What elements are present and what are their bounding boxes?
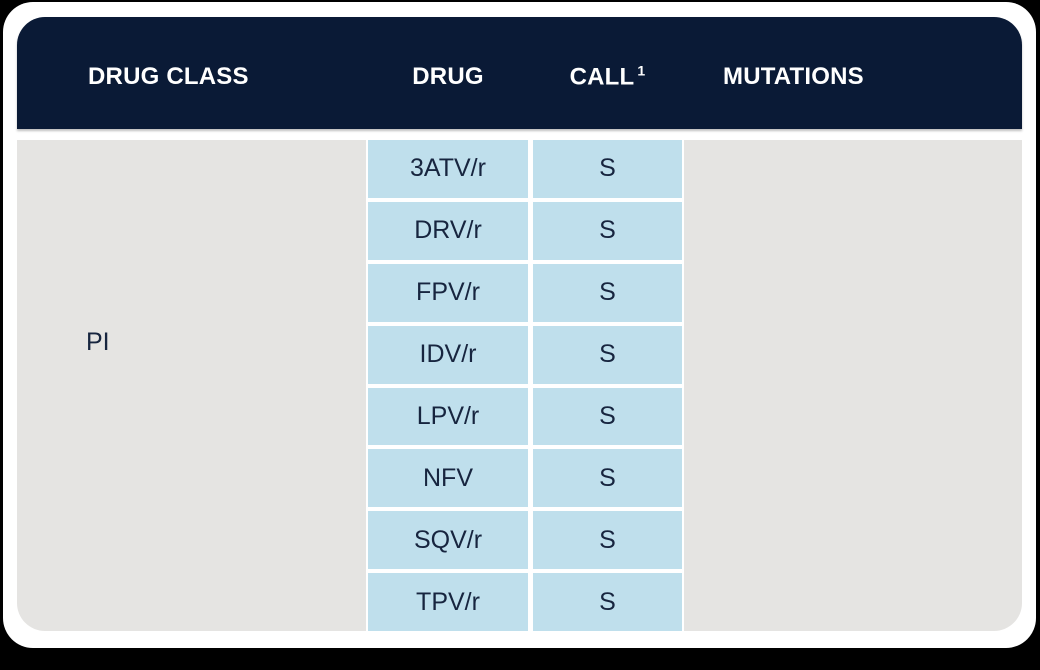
column-header-drug-class: DRUG CLASS [88,63,249,90]
call-cell: S [533,325,682,384]
column-header-mutations: MUTATIONS [723,63,864,90]
column-header-call-text: CALL [569,63,635,91]
column-header-call: CALL 1 [533,63,682,92]
drug-cell: SQV/r [368,511,528,570]
drug-cell: IDV/r [368,325,528,384]
drug-cell: NFV [368,449,528,508]
call-cell: S [533,387,682,446]
call-cell: S [533,573,682,631]
drug-cell: 3ATV/r [368,140,528,198]
call-cell: S [533,449,682,508]
mutations-column-area [723,140,1003,631]
drug-cell: LPV/r [368,387,528,446]
table-header-bar: DRUG CLASS DRUG CALL 1 MUTATIONS [17,17,1022,129]
call-cell: S [533,263,682,322]
call-cell: S [533,140,682,198]
call-cell: S [533,511,682,570]
call-footnote-marker: 1 [637,62,646,79]
drug-class-value: PI [86,328,110,356]
drug-cell: TPV/r [368,573,528,631]
drug-call-grid: 3ATV/r S DRV/r S FPV/r S IDV/r S LPV/r S… [366,140,684,631]
call-cell: S [533,201,682,260]
column-header-drug: DRUG [412,63,484,90]
drug-cell: DRV/r [368,201,528,260]
report-card: DRUG CLASS DRUG CALL 1 MUTATIONS PI 3ATV/… [3,2,1036,648]
drug-cell: FPV/r [368,263,528,322]
table-body: PI 3ATV/r S DRV/r S FPV/r S IDV/r S LPV/… [17,140,1022,631]
